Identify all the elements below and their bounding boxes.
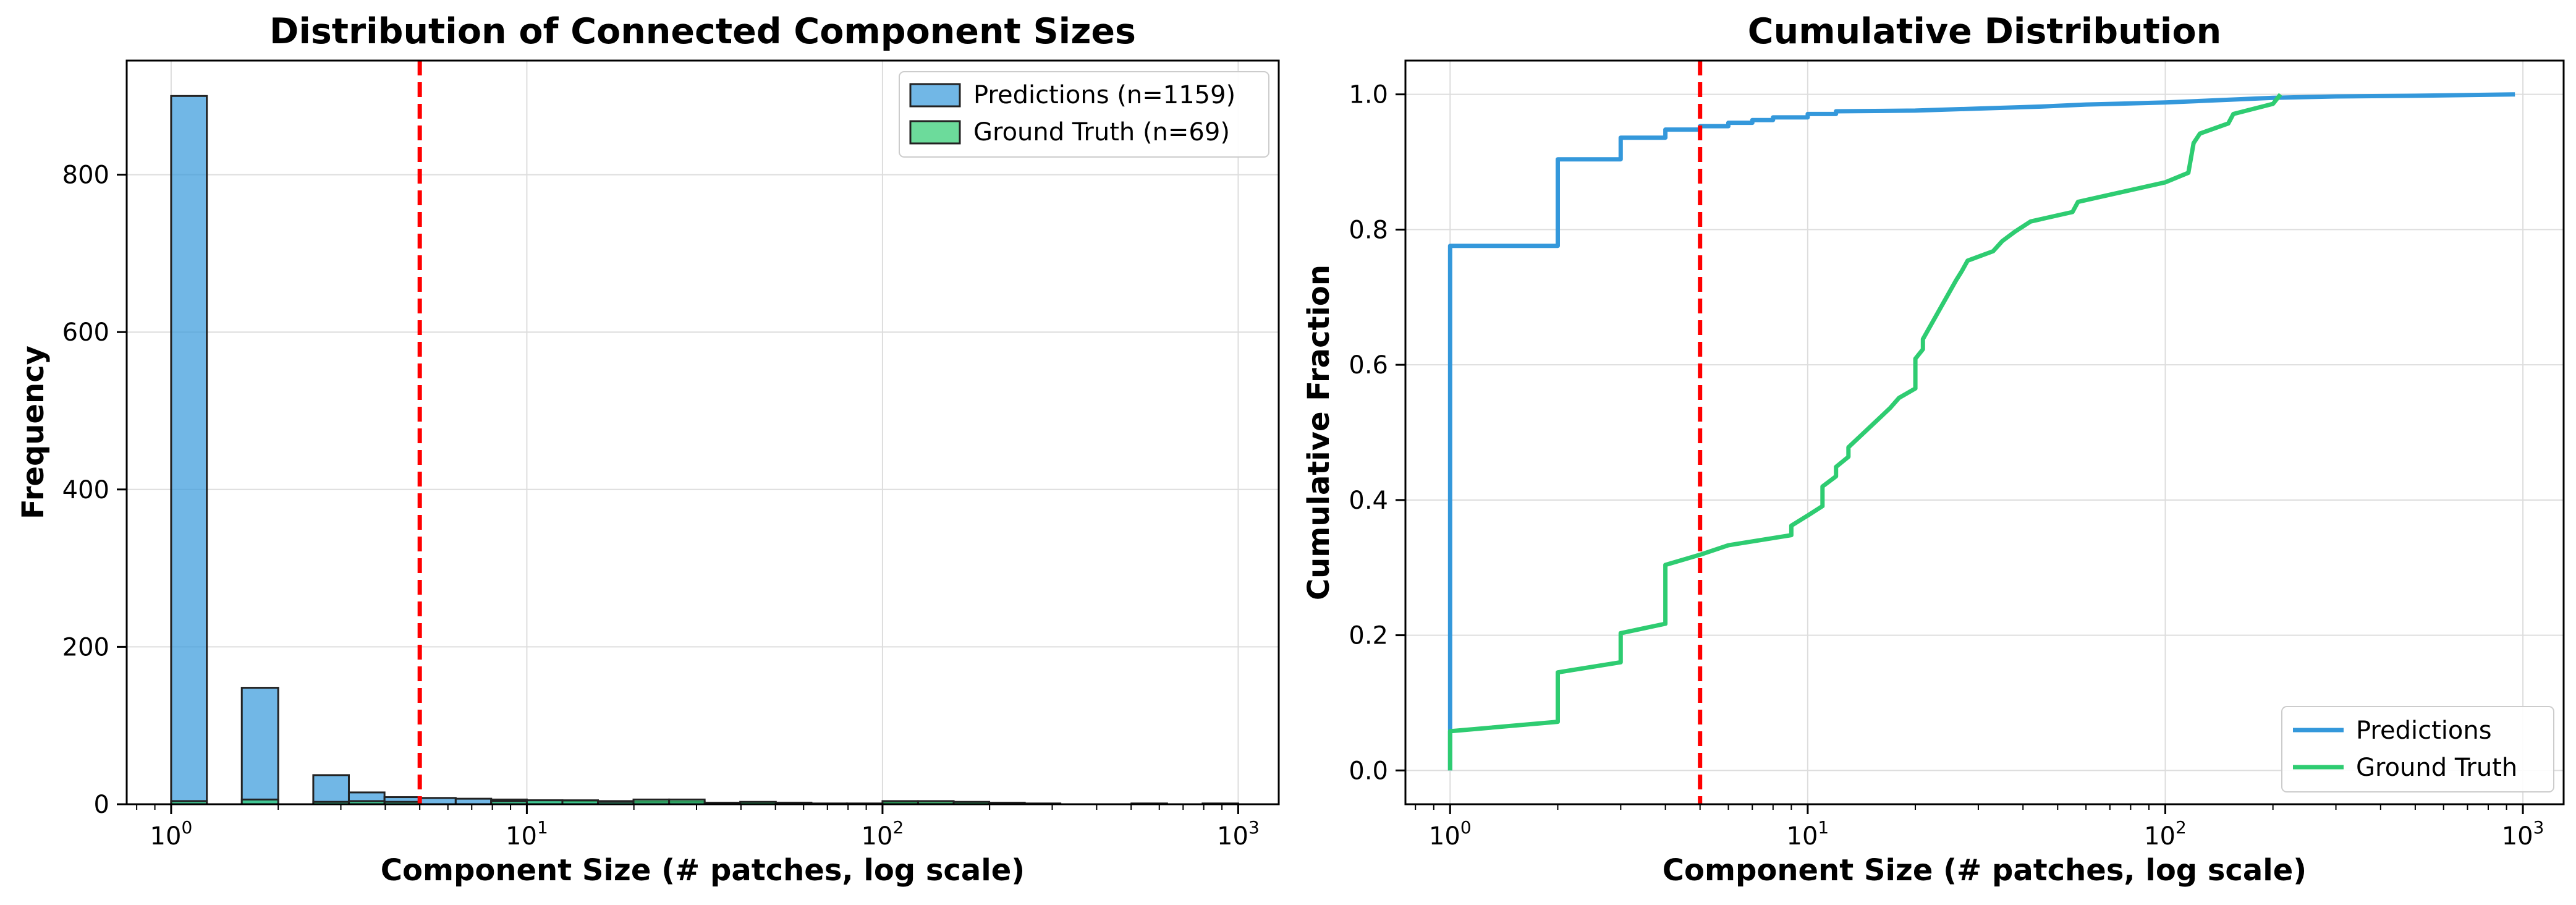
plot-area bbox=[170, 95, 1239, 804]
y-tick-label: 0 bbox=[94, 791, 109, 819]
series-line-ground-truth bbox=[1447, 93, 2282, 771]
x-axis: 100 101 102 103 bbox=[1415, 804, 2544, 851]
axes-frame bbox=[125, 59, 1280, 805]
histogram-bar bbox=[419, 797, 457, 804]
x-tick-label: 100 bbox=[150, 817, 193, 851]
y-tick-label: 0.6 bbox=[1349, 351, 1388, 380]
y-tick-label: 0.4 bbox=[1349, 486, 1388, 515]
y-tick-label: 600 bbox=[62, 318, 109, 347]
y-tick-label: 0.2 bbox=[1349, 622, 1388, 650]
x-tick-exponent: 3 bbox=[2533, 817, 2544, 838]
x-tick-base: 10 bbox=[1217, 822, 1248, 851]
x-tick-label: 102 bbox=[2144, 817, 2187, 851]
y-axis: 0.0 0.2 0.4 0.6 0.8 1.0 bbox=[1349, 81, 1405, 785]
histogram-bar bbox=[240, 687, 279, 804]
x-tick-base: 10 bbox=[1787, 822, 1818, 851]
x-tick-base: 10 bbox=[506, 822, 537, 851]
y-axis: 0 200 400 600 800 bbox=[62, 161, 127, 819]
legend-label: Ground Truth (n=69) bbox=[973, 118, 1230, 147]
y-tick-label: 800 bbox=[62, 161, 109, 190]
histogram-bar bbox=[170, 95, 208, 804]
histogram-bar bbox=[170, 800, 208, 804]
x-axis-label: Component Size (# patches, log scale) bbox=[1663, 853, 2307, 888]
histogram-bar bbox=[240, 798, 279, 804]
gridlines bbox=[1405, 61, 2564, 804]
series-line-predictions bbox=[1447, 92, 2515, 771]
x-tick-label: 101 bbox=[1787, 817, 1829, 851]
legend-label: Predictions bbox=[2356, 716, 2492, 745]
x-tick-base: 10 bbox=[862, 822, 893, 851]
legend: Predictions (n=1159) Ground Truth (n=69) bbox=[899, 71, 1269, 158]
x-tick-base: 10 bbox=[1429, 822, 1460, 851]
legend: Predictions Ground Truth bbox=[2281, 706, 2554, 792]
x-tick-label: 100 bbox=[1429, 817, 1472, 851]
y-tick-label: 1.0 bbox=[1349, 81, 1388, 109]
chart-title: Distribution of Connected Component Size… bbox=[269, 11, 1136, 52]
y-tick-label: 0.0 bbox=[1349, 757, 1388, 785]
x-tick-label: 102 bbox=[862, 817, 904, 851]
x-tick-base: 10 bbox=[2144, 822, 2176, 851]
y-tick-label: 400 bbox=[62, 476, 109, 504]
legend-label: Predictions (n=1159) bbox=[973, 81, 1235, 109]
x-tick-exponent: 0 bbox=[181, 817, 192, 838]
legend-swatch bbox=[909, 120, 961, 145]
x-tick-label: 103 bbox=[1217, 817, 1260, 851]
x-tick-exponent: 1 bbox=[1818, 817, 1829, 838]
cdf-panel: 100 101 102 1030.00.20.40.60.81.0Cumulative… bbox=[1302, 11, 2565, 888]
legend-swatch bbox=[909, 83, 961, 108]
y-axis-label: Frequency bbox=[16, 346, 51, 519]
histogram-bar bbox=[668, 798, 706, 804]
x-tick-exponent: 0 bbox=[1460, 817, 1472, 838]
plot-area bbox=[1447, 92, 2515, 771]
legend-box bbox=[899, 71, 1269, 158]
x-tick-label: 101 bbox=[506, 817, 548, 851]
x-axis: 100 101 102 103 bbox=[136, 804, 1260, 851]
x-axis-label: Component Size (# patches, log scale) bbox=[381, 853, 1025, 888]
x-tick-exponent: 1 bbox=[537, 817, 548, 838]
histogram-bar bbox=[312, 774, 350, 804]
y-tick-label: 0.8 bbox=[1349, 216, 1388, 244]
axes-frame bbox=[1404, 59, 2565, 805]
legend-label: Ground Truth bbox=[2356, 754, 2517, 782]
x-tick-base: 10 bbox=[2502, 822, 2533, 851]
x-tick-exponent: 2 bbox=[892, 817, 904, 838]
x-tick-exponent: 2 bbox=[2176, 817, 2187, 838]
x-tick-label: 103 bbox=[2502, 817, 2544, 851]
legend-box bbox=[2281, 706, 2554, 792]
y-tick-label: 200 bbox=[62, 633, 109, 661]
x-tick-exponent: 3 bbox=[1248, 817, 1260, 838]
gridlines bbox=[127, 61, 1279, 805]
chart-title: Cumulative Distribution bbox=[1748, 11, 2221, 52]
series-predictions bbox=[170, 95, 1239, 804]
y-axis-label: Cumulative Fraction bbox=[1302, 265, 1336, 600]
x-tick-base: 10 bbox=[150, 822, 182, 851]
